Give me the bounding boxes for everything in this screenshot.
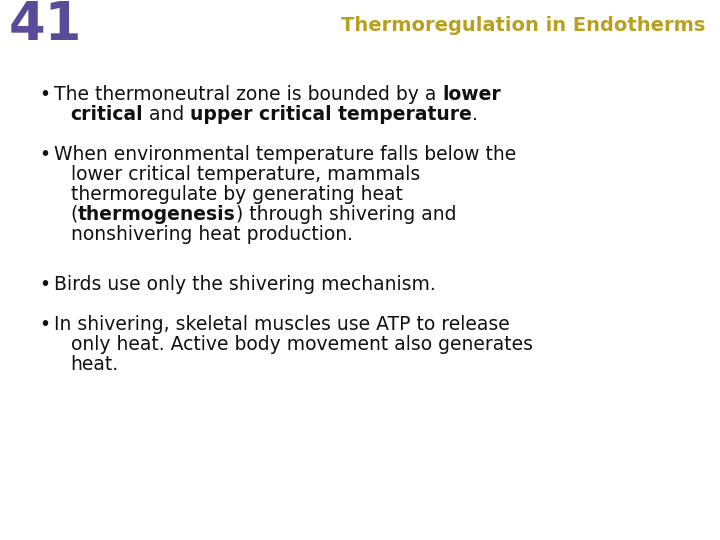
Text: Birds use only the shivering mechanism.: Birds use only the shivering mechanism. (54, 274, 436, 294)
Text: thermoregulate by generating heat: thermoregulate by generating heat (71, 185, 402, 204)
Text: .: . (472, 105, 478, 124)
Text: nonshivering heat production.: nonshivering heat production. (71, 225, 353, 244)
Text: lower critical temperature, mammals: lower critical temperature, mammals (71, 165, 420, 184)
Text: 41: 41 (9, 0, 82, 51)
Text: In shivering, skeletal muscles use ATP to release: In shivering, skeletal muscles use ATP t… (54, 314, 510, 334)
Text: •: • (40, 145, 50, 164)
Text: and: and (143, 105, 190, 124)
Text: The thermoneutral zone is bounded by a: The thermoneutral zone is bounded by a (54, 84, 442, 104)
Text: thermogenesis: thermogenesis (78, 205, 235, 224)
Text: Thermoregulation in Endotherms: Thermoregulation in Endotherms (341, 16, 706, 35)
Text: upper critical temperature: upper critical temperature (190, 105, 472, 124)
Text: When environmental temperature falls below the: When environmental temperature falls bel… (54, 145, 516, 164)
Text: •: • (40, 84, 50, 104)
Text: heat.: heat. (71, 354, 119, 374)
Text: critical: critical (71, 105, 143, 124)
Text: lower: lower (442, 84, 501, 104)
Text: ) through shivering and: ) through shivering and (235, 205, 456, 224)
Text: (: ( (71, 205, 78, 224)
Text: •: • (40, 314, 50, 334)
Text: •: • (40, 274, 50, 294)
Text: only heat. Active body movement also generates: only heat. Active body movement also gen… (71, 334, 533, 354)
